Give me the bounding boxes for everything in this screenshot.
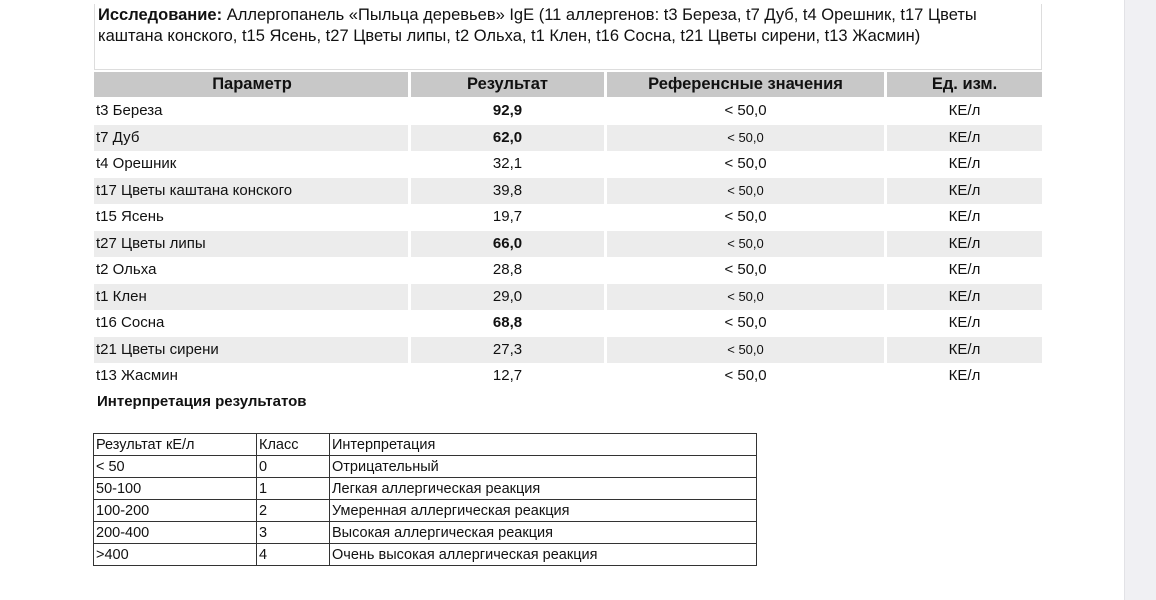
interpretation-cell: 200-400	[93, 521, 257, 544]
interpretation-cell: Интерпретация	[329, 433, 757, 456]
interpretation-cell: >400	[93, 543, 257, 566]
interpretation-cell: Высокая аллергическая реакция	[329, 521, 757, 544]
interpretation-cell: 100-200	[93, 499, 257, 522]
reference-cell: < 50,0	[607, 283, 884, 310]
table-row: t7 Дуб 62,0 < 50,0 КЕ/л	[94, 124, 1045, 151]
reference-cell: < 50,0	[724, 208, 767, 225]
reference-cell: < 50,0	[724, 367, 767, 384]
interpretation-table: Результат кЕ/л Класс Интерпретация < 50 0 Отр…	[93, 433, 757, 566]
results-header: Параметр Результат Референсные значения …	[94, 72, 1045, 97]
interpretation-cell: Очень высокая аллергическая реакция	[329, 543, 757, 566]
col-result: Результат	[411, 72, 604, 97]
table-row: t4 Орешник 32,1 < 50,0 КЕ/л	[94, 151, 1045, 178]
interpretation-row: >400 4 Очень высокая аллергическая реакция	[93, 543, 757, 566]
parameter-cell: t3 Береза	[96, 102, 163, 119]
interpretation-title: Интерпретация результатов	[97, 393, 307, 410]
reference-cell: < 50,0	[607, 177, 884, 204]
reference-cell: < 50,0	[724, 102, 767, 119]
result-cell: 92,9	[492, 102, 523, 119]
interpretation-row: < 50 0 Отрицательный	[93, 455, 757, 478]
reference-cell: < 50,0	[724, 261, 767, 278]
parameter-cell: t17 Цветы каштана конского	[94, 177, 408, 204]
parameter-cell: t1 Клен	[94, 283, 408, 310]
table-row: t27 Цветы липы 66,0 < 50,0 КЕ/л	[94, 230, 1045, 257]
unit-cell: КЕ/л	[948, 208, 981, 225]
interpretation-cell: < 50	[93, 455, 257, 478]
parameter-cell: t27 Цветы липы	[94, 230, 408, 257]
table-row: t15 Ясень 19,7 < 50,0 КЕ/л	[94, 204, 1045, 231]
interpretation-cell: 2	[256, 499, 330, 522]
interpretation-cell: 0	[256, 455, 330, 478]
results-table: t3 Береза 92,9 < 50,0 КЕ/л t7 Дуб 62,0 < 50,0 К…	[94, 98, 1045, 390]
page-margin	[1124, 0, 1156, 600]
table-row: t1 Клен 29,0 < 50,0 КЕ/л	[94, 283, 1045, 310]
unit-cell: КЕ/л	[887, 336, 1042, 363]
study-label: Исследование:	[98, 6, 223, 24]
table-row: t3 Береза 92,9 < 50,0 КЕ/л	[94, 98, 1045, 125]
interpretation-cell: Результат кЕ/л	[93, 433, 257, 456]
parameter-cell: t2 Ольха	[96, 261, 157, 278]
unit-cell: КЕ/л	[887, 124, 1042, 151]
interpretation-cell: Легкая аллергическая реакция	[329, 477, 757, 500]
interpretation-row: Результат кЕ/л Класс Интерпретация	[93, 433, 757, 456]
interpretation-cell: Отрицательный	[329, 455, 757, 478]
interpretation-cell: Класс	[256, 433, 330, 456]
parameter-cell: t21 Цветы сирени	[94, 336, 408, 363]
parameter-cell: t13 Жасмин	[96, 367, 178, 384]
unit-cell: КЕ/л	[948, 261, 981, 278]
result-cell: 66,0	[411, 230, 604, 257]
unit-cell: КЕ/л	[887, 230, 1042, 257]
result-cell: 32,1	[492, 155, 523, 172]
reference-cell: < 50,0	[607, 124, 884, 151]
result-cell: 12,7	[492, 367, 523, 384]
interpretation-cell: Умеренная аллергическая реакция	[329, 499, 757, 522]
table-row: t16 Сосна 68,8 < 50,0 КЕ/л	[94, 310, 1045, 337]
result-cell: 39,8	[411, 177, 604, 204]
result-cell: 62,0	[411, 124, 604, 151]
reference-cell: < 50,0	[607, 336, 884, 363]
unit-cell: КЕ/л	[948, 102, 981, 119]
unit-cell: КЕ/л	[948, 155, 981, 172]
col-ref: Референсные значения	[607, 72, 884, 97]
result-cell: 68,8	[492, 314, 523, 331]
parameter-cell: t15 Ясень	[96, 208, 164, 225]
col-param: Параметр	[94, 72, 408, 97]
parameter-cell: t16 Сосна	[96, 314, 165, 331]
result-cell: 19,7	[492, 208, 523, 225]
unit-cell: КЕ/л	[887, 177, 1042, 204]
parameter-cell: t4 Орешник	[96, 155, 177, 172]
table-row: t13 Жасмин 12,7 < 50,0 КЕ/л	[94, 363, 1045, 390]
parameter-cell: t7 Дуб	[94, 124, 408, 151]
table-row: t17 Цветы каштана конского 39,8 < 50,0 КЕ/л	[94, 177, 1045, 204]
reference-cell: < 50,0	[724, 155, 767, 172]
table-row: t21 Цветы сирени 27,3 < 50,0 КЕ/л	[94, 336, 1045, 363]
reference-cell: < 50,0	[724, 314, 767, 331]
result-cell: 28,8	[492, 261, 523, 278]
interpretation-cell: 3	[256, 521, 330, 544]
result-cell: 27,3	[411, 336, 604, 363]
table-row: t2 Ольха 28,8 < 50,0 КЕ/л	[94, 257, 1045, 284]
result-cell: 29,0	[411, 283, 604, 310]
unit-cell: КЕ/л	[948, 314, 981, 331]
interpretation-cell: 4	[256, 543, 330, 566]
reference-cell: < 50,0	[607, 230, 884, 257]
interpretation-row: 200-400 3 Высокая аллергическая реакция	[93, 521, 757, 544]
interpretation-cell: 50-100	[93, 477, 257, 500]
unit-cell: КЕ/л	[948, 367, 981, 384]
interpretation-row: 50-100 1 Легкая аллергическая реакция	[93, 477, 757, 500]
unit-cell: КЕ/л	[887, 283, 1042, 310]
study-text: Аллергопанель «Пыльца деревьев» IgE (11 …	[98, 6, 977, 45]
study-header: Исследование: Аллергопанель «Пыльца дере…	[94, 4, 1042, 70]
interpretation-row: 100-200 2 Умеренная аллергическая реакция	[93, 499, 757, 522]
interpretation-cell: 1	[256, 477, 330, 500]
col-unit: Ед. изм.	[887, 72, 1042, 97]
